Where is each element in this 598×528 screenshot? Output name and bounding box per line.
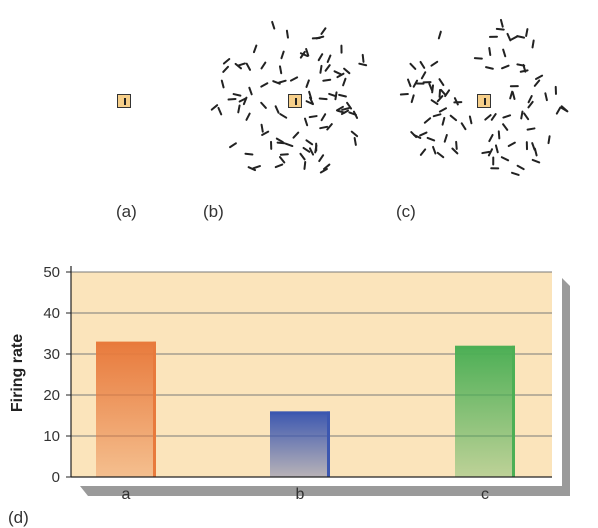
y-tick-label: 0: [52, 469, 60, 486]
y-tick-labels: 0 10 20 30 40 50: [43, 264, 71, 486]
bar-a: [96, 342, 156, 477]
x-tick-label: b: [296, 486, 305, 503]
x-tick-label: a: [122, 486, 131, 503]
y-tick-label: 50: [43, 264, 60, 281]
bar-edge-c: [512, 346, 515, 477]
y-tick-label: 40: [43, 305, 60, 322]
bar-edge-a: [153, 342, 156, 477]
y-tick-label: 10: [43, 428, 60, 445]
bar-c: [455, 346, 515, 477]
bar-cap-c: [455, 346, 515, 349]
bar-cap-a: [96, 342, 156, 345]
bar-cap-b: [270, 411, 330, 414]
y-tick-label: 30: [43, 346, 60, 363]
bar-edge-b: [327, 411, 330, 477]
panel-label-d: (d): [8, 508, 29, 528]
y-axis-label: Firing rate: [9, 334, 26, 412]
bar-b: [270, 411, 330, 477]
x-tick-label: c: [481, 486, 489, 503]
y-tick-label: 20: [43, 387, 60, 404]
